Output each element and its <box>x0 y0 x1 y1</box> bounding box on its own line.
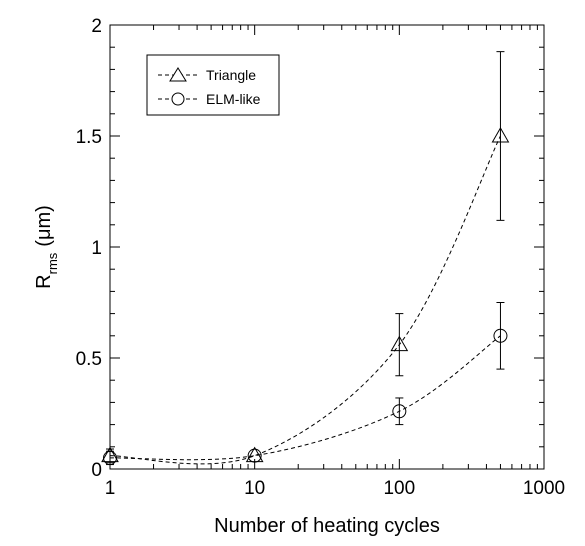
legend-item-triangle: Triangle <box>158 67 256 83</box>
x-tick-label: 1 <box>105 478 116 499</box>
series-line-triangle <box>109 135 501 465</box>
y-tick-label: 0 <box>91 460 102 481</box>
series-line-elm-like <box>109 335 501 461</box>
x-tick-label: 1000 <box>523 478 565 499</box>
legend-label-triangle: Triangle <box>206 67 256 83</box>
y-tick-label: 2 <box>91 16 102 37</box>
y-tick-label: 0.5 <box>76 349 102 370</box>
y-axis-ticks: 0 0.5 1 1.5 2 <box>76 16 544 481</box>
data-point-elm-like <box>392 404 407 419</box>
y-tick-label: 1.5 <box>76 127 102 148</box>
legend-circle-marker <box>171 92 185 106</box>
legend: Triangle ELM-like <box>146 54 280 116</box>
svg-text:Rrms(μm): Rrms (μm) <box>33 205 60 289</box>
data-point-triangle <box>390 335 409 352</box>
legend-item-elm-like: ELM-like <box>158 91 261 107</box>
series-layer <box>101 51 510 466</box>
y-axis-label: Rrms (μm) <box>33 205 60 289</box>
x-axis-label: Number of heating cycles <box>214 515 440 537</box>
data-point-elm-like <box>493 328 508 343</box>
data-point-triangle <box>491 126 510 143</box>
x-tick-label: 100 <box>383 478 415 499</box>
x-tick-label: 10 <box>244 478 265 499</box>
y-axis-label-main: R <box>33 274 55 288</box>
x-axis-ticks: 1 10 100 1000 <box>105 25 565 499</box>
y-tick-label: 1 <box>91 238 102 259</box>
legend-box <box>146 54 280 116</box>
data-point-elm-like <box>247 448 262 463</box>
legend-triangle-marker <box>169 67 187 82</box>
y-axis-label-sub: rms <box>45 252 60 274</box>
data-point-elm-like <box>103 450 117 465</box>
y-axis-label-unit: (μm) <box>33 205 55 247</box>
legend-label-elm-like: ELM-like <box>206 91 261 107</box>
